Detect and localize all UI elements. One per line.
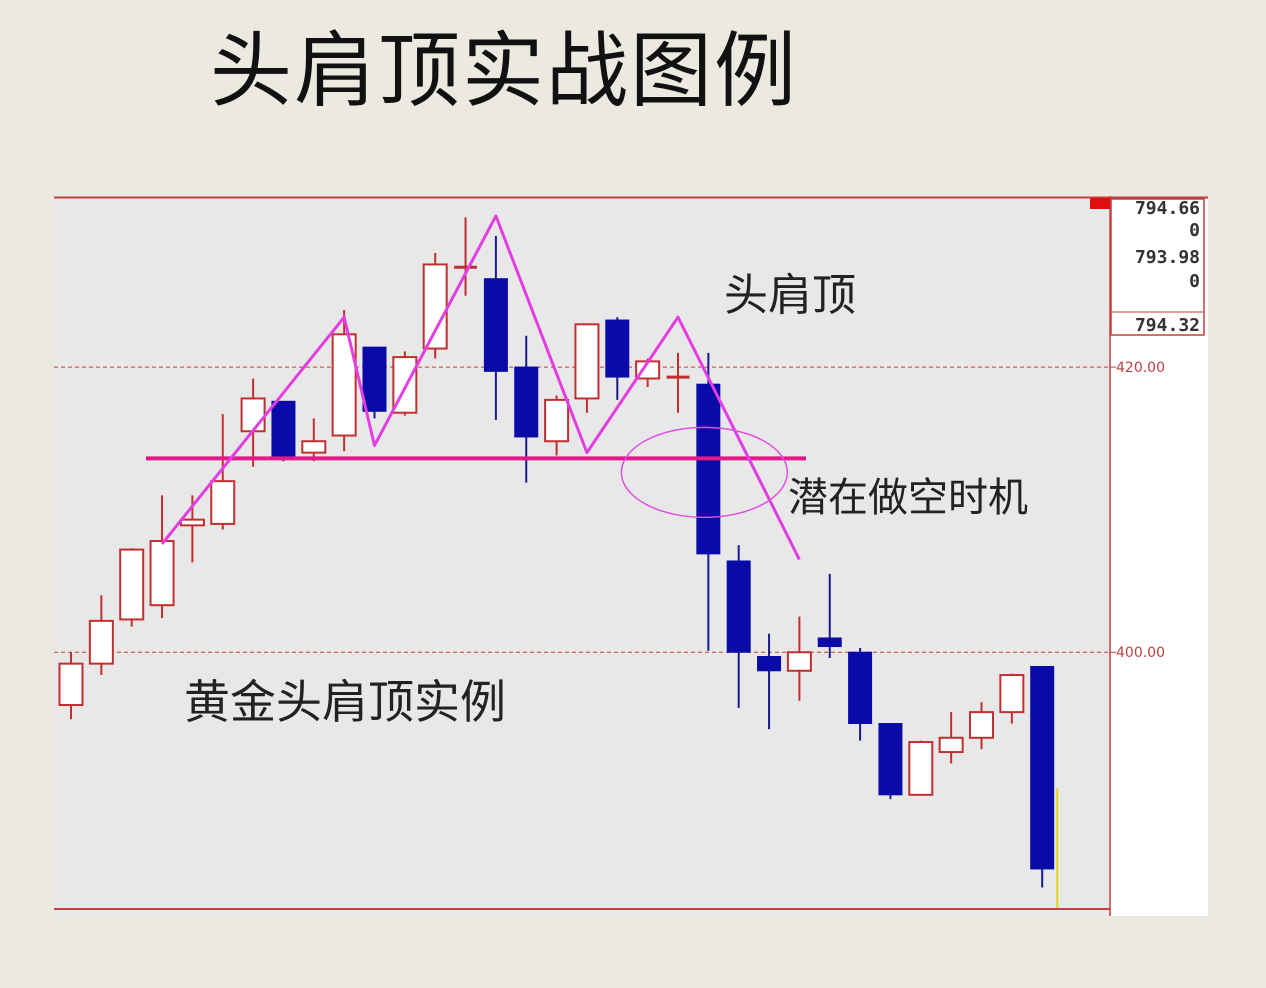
candle-up [969,702,994,750]
candle-body [726,560,751,653]
candle-body [757,656,782,672]
candle-up [331,310,357,452]
candle-body [483,278,508,372]
candle-down [271,400,296,462]
candle-down [362,346,387,419]
candle-body [696,383,721,555]
candle-down [605,317,630,400]
pattern-label: 头肩顶 [724,270,856,321]
candle-down [757,633,782,730]
zigzag-line [160,214,801,561]
candle-up [119,548,145,627]
candle-body [908,741,934,796]
axis-tick-label: 420.00 [1116,360,1165,376]
candle-body [240,397,266,433]
candle-body [119,548,145,621]
info-box-value: 0 [1189,220,1200,241]
candle-body [271,400,296,458]
candle-down [878,723,903,800]
candle-up [301,418,327,462]
candle-body [938,736,964,754]
candle-body [848,651,873,725]
candle-body [786,651,812,672]
candle-body [301,440,327,454]
candle-body [210,480,236,525]
text-annotations: 头肩顶 潜在做空时机 黄金头肩顶实例 [184,270,1028,729]
candle-body [331,333,357,437]
candle-body [1030,665,1055,870]
axis-tick-label: 400.00 [1116,645,1165,661]
candle-body [999,674,1025,714]
candle-body [149,540,175,607]
entry-label: 潜在做空时机 [788,475,1028,521]
pattern-lines [146,214,806,561]
candle-up [88,595,114,676]
candle-up [149,495,175,619]
candlestick-chart: 420.00 400.00 794.66 0 793.98 0 794.32 头肩顶 潜在… [54,196,1208,916]
candle-up [938,712,964,764]
candle-body [58,662,84,706]
plot-background [54,196,1208,916]
candle-body [88,619,114,665]
candle-body [574,323,600,400]
candle-body [878,723,903,796]
candle-body [969,711,994,739]
candle-body [514,366,539,438]
candle-up [574,323,600,413]
info-box-value: 794.32 [1135,315,1200,336]
candle-up [908,740,934,796]
candle-up [58,652,84,720]
candle-up [422,253,448,359]
candle-up [544,395,570,456]
candle-up [635,358,661,388]
price-axis-labels: 420.00 400.00 [1110,360,1165,661]
chart-caption: 黄金头肩顶实例 [184,675,506,729]
page-title: 头肩顶实战图例 [210,24,799,119]
red-marker-icon [1090,198,1110,209]
candle-up [454,217,478,296]
candle-down [1030,665,1055,888]
candle-down [726,545,751,708]
candle-body [362,346,387,412]
candle-down [817,573,842,658]
candles [58,217,1059,908]
candle-up [999,673,1025,724]
info-box-value: 793.98 [1135,247,1200,268]
candle-up [210,414,236,530]
info-box-value: 0 [1189,271,1200,292]
info-box-value: 794.66 [1135,198,1200,219]
candle-up [666,352,690,413]
candle-body [605,319,630,378]
candle-body [817,637,842,648]
candle-up [786,616,812,701]
entry-circle [620,426,789,519]
candle-down [483,235,508,420]
candle-down [848,647,873,741]
candle-body [422,263,448,350]
candle-body [544,398,570,443]
candle-body [179,518,205,527]
